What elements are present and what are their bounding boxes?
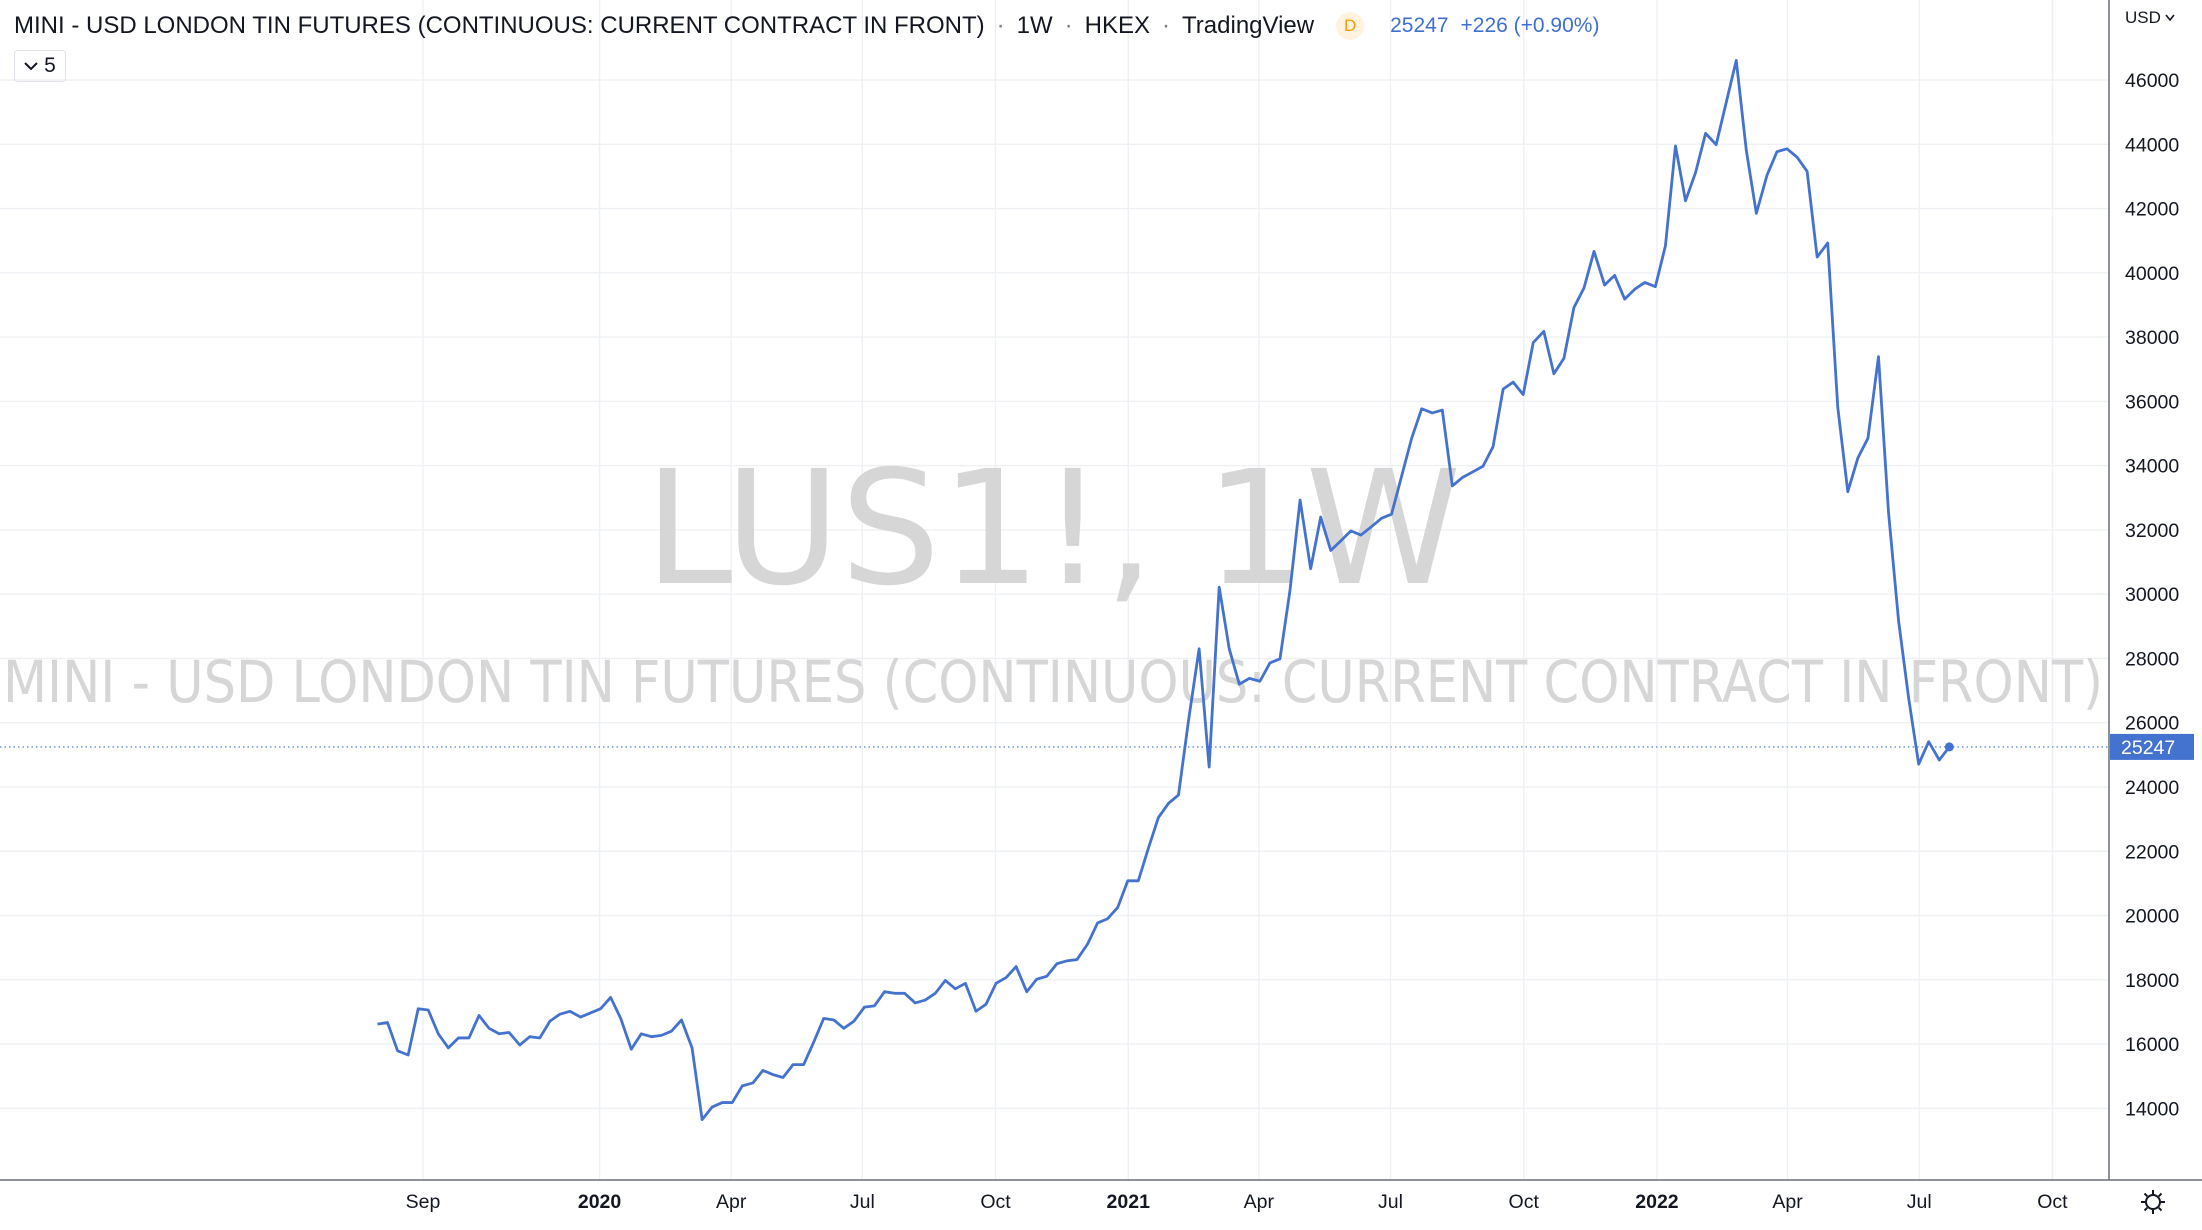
watermark-description: MINI - USD LONDON TIN FUTURES (CONTINUOU… (3, 648, 2103, 716)
chevron (24, 62, 38, 71)
watermark-symbol: LUS1!, 1W (644, 437, 1461, 621)
price-change: +226 (+0.90%) (1460, 14, 1600, 37)
settings-icon[interactable] (2141, 1190, 2165, 1214)
indicator-count: 5 (44, 54, 56, 77)
data-badge[interactable]: D (1336, 12, 1365, 40)
y-tick-label: 34000 (2125, 456, 2179, 478)
x-tick-label: Apr (716, 1191, 747, 1213)
y-tick-label: 36000 (2125, 391, 2179, 413)
x-tick-label: 2021 (1107, 1191, 1151, 1213)
x-tick-label: Oct (1509, 1191, 1540, 1213)
interval[interactable]: 1W (997, 12, 1053, 40)
x-tick-label: Apr (1772, 1191, 1803, 1213)
x-tick-label: Oct (980, 1191, 1011, 1213)
grid (0, 0, 2109, 1180)
y-tick-label: 24000 (2125, 777, 2179, 799)
x-tick-label: 2022 (1635, 1191, 1679, 1213)
x-tick-label: Apr (1244, 1191, 1275, 1213)
y-tick-label: 30000 (2125, 584, 2179, 606)
currency-selector[interactable]: USD (2125, 8, 2175, 28)
source: TradingView (1162, 12, 1314, 40)
currency: USD (2125, 8, 2161, 27)
x-tick-label: 2020 (578, 1191, 622, 1213)
header: MINI - USD LONDON TIN FUTURES (CONTINUOU… (14, 12, 1599, 40)
symbol-title: MINI - USD LONDON TIN FUTURES (CONTINUOU… (14, 12, 985, 39)
x-tick-label: Jul (850, 1191, 875, 1213)
y-tick-label: 44000 (2125, 134, 2179, 156)
y-tick-label: 46000 (2125, 70, 2179, 92)
y-tick-label: 16000 (2125, 1034, 2179, 1056)
last-price: 25247 (1390, 14, 1449, 37)
y-tick-label: 28000 (2125, 648, 2179, 670)
y-tick-label: 22000 (2125, 841, 2179, 863)
y-tick-label: 20000 (2125, 906, 2179, 928)
exchange: HKEX (1065, 12, 1150, 40)
chevron (2165, 14, 2175, 22)
y-tick-label: 32000 (2125, 520, 2179, 542)
last-point (1944, 742, 1954, 752)
plot (0, 59, 2109, 1121)
last-price-box (2110, 733, 2194, 760)
x-tick-label: Jul (1907, 1191, 1932, 1213)
y-tick-label: 26000 (2125, 713, 2179, 735)
x-tick-label: Jul (1378, 1191, 1403, 1213)
last-price-label: 25247 (2121, 737, 2175, 759)
indicator-toggle[interactable]: 5 (14, 50, 66, 82)
y-tick-label: 14000 (2125, 1098, 2179, 1120)
y-tick-label: 18000 (2125, 970, 2179, 992)
y-tick-label: 40000 (2125, 263, 2179, 285)
y-tick-label: 38000 (2125, 327, 2179, 349)
x-tick-label: Sep (406, 1191, 441, 1213)
x-tick-label: Oct (2037, 1191, 2068, 1213)
y-tick-label: 42000 (2125, 199, 2179, 221)
price-line (377, 59, 1951, 1121)
